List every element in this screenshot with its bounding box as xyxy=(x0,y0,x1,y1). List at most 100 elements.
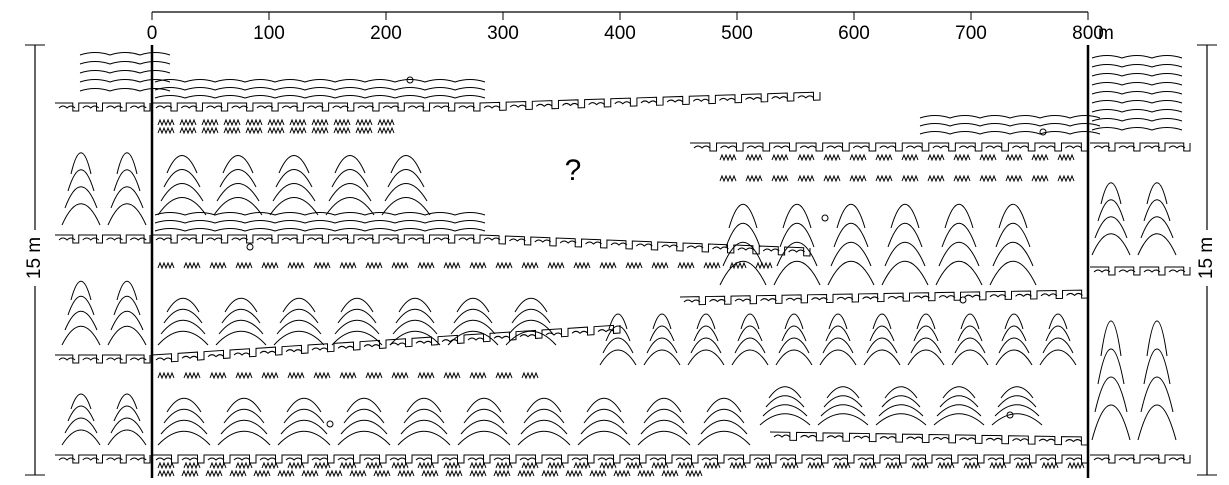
ripple-mark xyxy=(785,297,803,301)
hummock xyxy=(608,313,628,330)
scale-tick-label: 300 xyxy=(487,23,519,44)
mud-drape xyxy=(301,469,319,478)
mud-drape xyxy=(365,371,383,380)
ripple-mark xyxy=(493,335,511,340)
bedding-surface xyxy=(55,354,151,364)
mud-drape xyxy=(849,153,867,162)
mud-drape xyxy=(183,461,201,470)
hummock xyxy=(273,330,325,346)
hummock xyxy=(334,319,380,335)
mud-drape xyxy=(729,261,747,270)
bedding-surface xyxy=(55,102,151,112)
mud-drape xyxy=(677,261,695,270)
hummock xyxy=(116,393,138,410)
ripple-mark xyxy=(1118,457,1136,461)
hummock xyxy=(994,404,1040,417)
hummock xyxy=(166,397,202,413)
mud-drape xyxy=(833,461,851,470)
bedding-surface xyxy=(769,431,1089,446)
ripple-mark xyxy=(938,295,956,299)
ripple-mark xyxy=(773,434,791,438)
ripple-mark xyxy=(666,99,684,103)
hummock xyxy=(779,223,815,248)
hummock xyxy=(823,395,863,408)
ripple-mark xyxy=(760,298,777,302)
mud-drape xyxy=(589,469,607,478)
mud-drape xyxy=(417,371,435,380)
hummock xyxy=(887,223,923,248)
mud-drape xyxy=(443,371,461,380)
hummock xyxy=(166,155,198,174)
hummock xyxy=(951,349,989,366)
ripple-mark xyxy=(337,457,355,461)
mud-drape xyxy=(755,461,773,470)
mud-drape xyxy=(771,153,789,162)
hummock xyxy=(70,280,92,301)
ripple-mark xyxy=(701,457,719,461)
mud-drape xyxy=(157,118,175,127)
ripple-mark xyxy=(433,105,450,109)
ripple-mark xyxy=(155,457,173,461)
ripple-mark xyxy=(363,344,381,348)
hummock xyxy=(61,325,101,346)
hummock xyxy=(998,337,1030,354)
hummock xyxy=(398,297,432,313)
cross-lamination xyxy=(1091,109,1183,113)
mud-drape xyxy=(311,118,329,127)
hummock xyxy=(693,325,719,342)
ripple-mark xyxy=(811,297,828,301)
hummock xyxy=(340,419,388,435)
cross-lamination xyxy=(154,220,486,224)
hummock xyxy=(734,337,766,354)
ripple-mark xyxy=(799,145,817,149)
mud-drape xyxy=(205,469,223,478)
hummock xyxy=(113,405,141,422)
ripple-mark xyxy=(1143,457,1161,461)
hummock xyxy=(216,183,260,202)
nodule xyxy=(246,243,254,251)
hummock xyxy=(828,313,848,330)
ripple-mark xyxy=(964,294,981,298)
mud-drape xyxy=(979,174,997,183)
mud-drape xyxy=(277,469,295,478)
hummock xyxy=(706,397,742,413)
hummock xyxy=(389,330,441,346)
mud-drape xyxy=(599,461,617,470)
mud-drape xyxy=(339,371,357,380)
ripple-mark xyxy=(1065,439,1082,443)
cross-lamination xyxy=(919,115,1101,119)
ripple-mark xyxy=(519,334,537,338)
mud-drape xyxy=(771,174,789,183)
ripple-mark xyxy=(709,299,726,303)
ripple-mark xyxy=(1118,145,1136,149)
cross-lamination xyxy=(154,95,486,99)
hummock xyxy=(782,204,812,229)
hummock xyxy=(110,310,144,331)
ripple-mark xyxy=(259,457,277,461)
mud-drape xyxy=(223,118,241,127)
mud-drape xyxy=(937,461,955,470)
ripple-mark xyxy=(307,105,324,109)
hummock xyxy=(1000,386,1034,399)
cross-lamination xyxy=(1091,91,1183,95)
ripple-mark xyxy=(357,105,375,109)
hummock xyxy=(381,197,431,216)
ripple-mark xyxy=(311,457,329,461)
hummock xyxy=(1097,348,1125,385)
hummock xyxy=(110,417,144,434)
hummock xyxy=(67,169,95,192)
mud-drape xyxy=(245,126,263,135)
mud-drape xyxy=(807,461,825,470)
mud-drape xyxy=(613,469,631,478)
ripple-mark xyxy=(932,145,950,149)
hummock xyxy=(1094,216,1128,239)
hummock xyxy=(884,241,926,267)
hummock xyxy=(526,397,562,413)
ripple-mark xyxy=(826,435,844,439)
mud-drape xyxy=(183,261,201,270)
mud-drape xyxy=(573,461,591,470)
ripple-mark xyxy=(181,355,199,360)
ripple-mark xyxy=(686,245,704,249)
mud-drape xyxy=(495,371,513,380)
hummock xyxy=(942,386,976,399)
